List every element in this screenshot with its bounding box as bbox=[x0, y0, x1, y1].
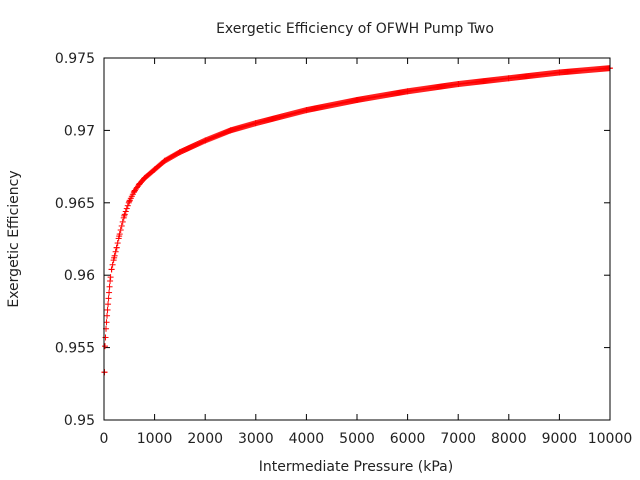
data-point bbox=[113, 244, 120, 251]
x-axis-label: Intermediate Pressure (kPa) bbox=[259, 459, 453, 475]
x-tick-label: 9000 bbox=[542, 431, 578, 447]
data-point bbox=[122, 208, 129, 215]
data-point bbox=[112, 248, 119, 255]
y-tick-label: 0.96 bbox=[64, 268, 95, 284]
y-axis: 0.95 0.955 0.96 0.965 0.97 0.975 bbox=[55, 51, 610, 429]
data-point bbox=[115, 235, 122, 242]
y-tick-label: 0.95 bbox=[64, 413, 95, 429]
data-point bbox=[106, 289, 113, 296]
data-point bbox=[114, 240, 121, 247]
x-tick-label: 6000 bbox=[390, 431, 426, 447]
x-tick-label: 3000 bbox=[238, 431, 274, 447]
data-point bbox=[104, 312, 111, 319]
x-tick-label: 8000 bbox=[491, 431, 527, 447]
data-point bbox=[118, 222, 125, 229]
y-axis-label: Exergetic Efficiency bbox=[6, 170, 22, 307]
data-point bbox=[102, 334, 109, 341]
data-series bbox=[101, 65, 613, 376]
data-point bbox=[106, 283, 113, 290]
data-point bbox=[108, 266, 115, 273]
data-point bbox=[119, 218, 126, 225]
data-point bbox=[606, 65, 613, 72]
data-point bbox=[117, 227, 124, 234]
data-point bbox=[102, 343, 109, 350]
data-point bbox=[111, 252, 118, 259]
y-tick-label: 0.97 bbox=[64, 123, 95, 139]
y-tick-label: 0.975 bbox=[55, 51, 95, 67]
y-tick-label: 0.955 bbox=[55, 341, 95, 357]
data-point bbox=[123, 205, 130, 212]
x-tick-label: 5000 bbox=[339, 431, 375, 447]
data-point bbox=[110, 257, 117, 264]
x-tick-label: 10000 bbox=[588, 431, 633, 447]
x-axis: 0 1000 2000 3000 4000 5000 6000 7000 8000 9000 100… bbox=[100, 58, 633, 447]
data-point bbox=[116, 231, 123, 238]
data-point bbox=[105, 301, 112, 308]
data-point bbox=[107, 274, 114, 281]
data-point bbox=[103, 319, 110, 326]
data-point bbox=[121, 211, 128, 218]
data-point bbox=[101, 369, 108, 376]
y-tick-label: 0.965 bbox=[55, 196, 95, 212]
data-point bbox=[126, 198, 133, 205]
x-tick-label: 4000 bbox=[289, 431, 325, 447]
data-point bbox=[109, 261, 116, 268]
plot-frame bbox=[103, 57, 611, 421]
data-point bbox=[105, 295, 112, 302]
data-point bbox=[107, 277, 114, 284]
x-tick-label: 2000 bbox=[187, 431, 223, 447]
x-tick-label: 0 bbox=[100, 431, 109, 447]
x-tick-label: 1000 bbox=[137, 431, 173, 447]
data-point bbox=[120, 214, 127, 221]
chart-title: Exergetic Efficiency of OFWH Pump Two bbox=[216, 21, 494, 37]
data-point bbox=[104, 306, 111, 313]
data-point bbox=[124, 202, 131, 209]
x-tick-label: 7000 bbox=[440, 431, 476, 447]
